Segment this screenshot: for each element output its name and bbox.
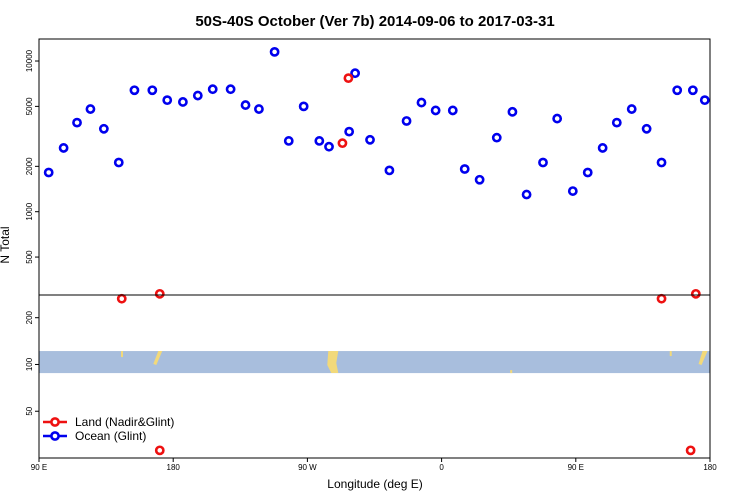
land-point	[154, 445, 165, 456]
ocean-point	[626, 104, 637, 114]
ocean-point	[43, 167, 54, 178]
ocean-point	[521, 189, 532, 200]
ocean-point	[324, 141, 334, 152]
ocean-point	[177, 97, 188, 107]
data-points	[43, 46, 710, 456]
ocean-point	[538, 157, 548, 168]
ocean-point	[597, 143, 608, 153]
land-band	[39, 351, 710, 374]
ocean-point	[611, 117, 622, 128]
y-axis-label: N Total	[0, 226, 12, 263]
ocean-point	[192, 90, 203, 101]
y-tick-label: 5000	[25, 97, 34, 115]
y-tick-label: 100	[25, 357, 34, 371]
ocean-point	[72, 117, 82, 128]
ocean-point	[283, 136, 294, 146]
land-point	[116, 293, 127, 304]
ocean-point	[552, 113, 563, 124]
legend-marker-land	[50, 417, 60, 427]
y-tick-label: 500	[25, 250, 34, 264]
ocean-point	[225, 84, 236, 95]
x-axis-label: Longitude (deg E)	[327, 477, 422, 491]
ocean-point	[314, 136, 325, 146]
y-tick-label: 1000	[25, 202, 34, 220]
legend-label-ocean: Ocean (Glint)	[75, 429, 146, 443]
ocean-point	[350, 68, 361, 79]
ocean-point	[430, 105, 441, 116]
ocean-point	[474, 174, 485, 185]
ocean-point	[699, 95, 710, 106]
land-point	[343, 73, 354, 84]
land-point	[685, 445, 696, 456]
ocean-point	[269, 46, 280, 57]
ocean-point	[58, 143, 69, 153]
x-tick-label: 90 E	[31, 463, 47, 472]
ocean-band	[39, 351, 710, 374]
land-point	[154, 288, 165, 299]
ocean-point	[162, 95, 173, 106]
ocean-point	[447, 105, 458, 116]
chart-title: 50S-40S October (Ver 7b) 2014-09-06 to 2…	[195, 13, 554, 30]
y-tick-label: 50	[25, 406, 34, 415]
ocean-point	[687, 85, 698, 96]
x-tick-label: 180	[167, 463, 181, 472]
ocean-point	[641, 123, 652, 134]
ocean-point	[491, 132, 502, 143]
x-tick-label: 180	[703, 463, 717, 472]
x-tick-label: 0	[439, 463, 444, 472]
land-fragment	[121, 351, 124, 358]
ocean-point	[384, 165, 395, 176]
ocean-point	[656, 157, 667, 168]
land-fragment	[698, 351, 708, 366]
legend-label-land: Land (Nadir&Glint)	[75, 415, 174, 429]
ocean-point	[416, 97, 427, 108]
x-tick-label: 90 E	[568, 463, 584, 472]
ocean-point	[254, 104, 264, 114]
plot-border	[38, 38, 711, 459]
land-fragment	[153, 351, 163, 366]
land-fragment	[327, 351, 339, 374]
axis-ticks: 500 1000 2000 5000 10000 50 100 200 90 E 180 90 W 0…	[25, 49, 717, 472]
land-point	[337, 138, 348, 149]
y-tick-label: 200	[25, 310, 34, 324]
land-fragment	[510, 370, 513, 374]
ocean-point	[113, 157, 124, 168]
y-tick-label: 2000	[25, 157, 34, 175]
ocean-point	[344, 126, 355, 137]
y-tick-label: 10000	[25, 49, 34, 72]
ocean-point	[672, 85, 683, 96]
ocean-point	[298, 101, 309, 112]
x-tick-label: 90 W	[298, 463, 317, 472]
ocean-point	[147, 85, 158, 96]
ocean-point	[507, 106, 518, 117]
ocean-point	[207, 84, 218, 95]
ocean-point	[98, 123, 109, 134]
ocean-point	[459, 164, 470, 174]
ocean-point	[401, 116, 412, 126]
plot-frame	[38, 38, 711, 459]
land-point	[656, 293, 667, 304]
ocean-point	[567, 186, 578, 196]
ocean-point	[85, 104, 96, 114]
land-fragment	[669, 351, 672, 357]
legend-marker-ocean	[50, 431, 60, 441]
ocean-point	[582, 167, 593, 178]
legend: Land (Nadir&Glint)Ocean (Glint)	[43, 415, 174, 443]
land-point	[690, 288, 701, 299]
ocean-point	[240, 100, 251, 110]
ocean-point	[129, 85, 140, 96]
ocean-point	[365, 134, 375, 145]
